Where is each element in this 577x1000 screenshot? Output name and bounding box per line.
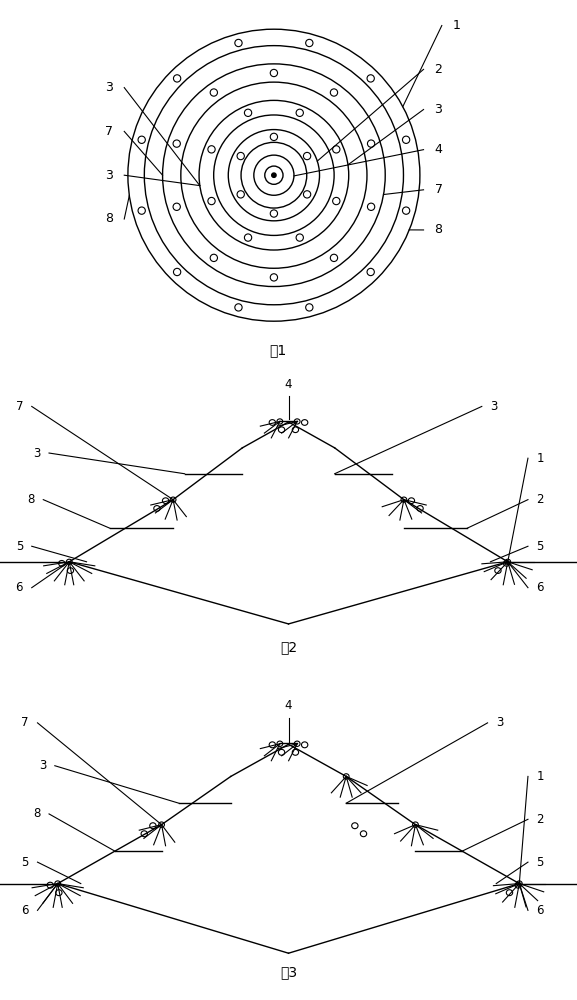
Text: 7: 7	[105, 125, 113, 138]
Text: 3: 3	[106, 169, 113, 182]
Text: 5: 5	[537, 540, 544, 553]
Text: 1: 1	[537, 452, 544, 465]
Text: 3: 3	[39, 759, 46, 772]
Text: 2: 2	[537, 813, 544, 826]
Text: 1: 1	[453, 19, 460, 32]
Text: 2: 2	[537, 493, 544, 506]
Circle shape	[272, 173, 276, 177]
Text: 2: 2	[434, 63, 443, 76]
Text: 3: 3	[434, 103, 443, 116]
Text: 3: 3	[490, 400, 498, 413]
Text: 8: 8	[33, 807, 40, 820]
Text: 图3: 图3	[280, 965, 297, 979]
Text: 1: 1	[537, 770, 544, 783]
Text: 3: 3	[106, 81, 113, 94]
Text: 5: 5	[537, 856, 544, 869]
Text: 5: 5	[21, 856, 29, 869]
Text: 4: 4	[285, 699, 292, 712]
Text: 8: 8	[434, 223, 443, 236]
Text: 7: 7	[434, 183, 443, 196]
Text: 8: 8	[105, 213, 113, 226]
Text: 6: 6	[21, 904, 29, 917]
Text: 4: 4	[285, 378, 292, 391]
Text: 图1: 图1	[269, 343, 286, 357]
Text: 6: 6	[16, 581, 23, 594]
Text: 7: 7	[16, 400, 23, 413]
Text: 6: 6	[537, 904, 544, 917]
Text: 8: 8	[27, 493, 35, 506]
Text: 6: 6	[537, 581, 544, 594]
Text: 图2: 图2	[280, 640, 297, 654]
Text: 7: 7	[21, 716, 29, 729]
Text: 5: 5	[16, 540, 23, 553]
Text: 4: 4	[434, 143, 443, 156]
Text: 3: 3	[496, 716, 504, 729]
Text: 3: 3	[33, 447, 40, 460]
